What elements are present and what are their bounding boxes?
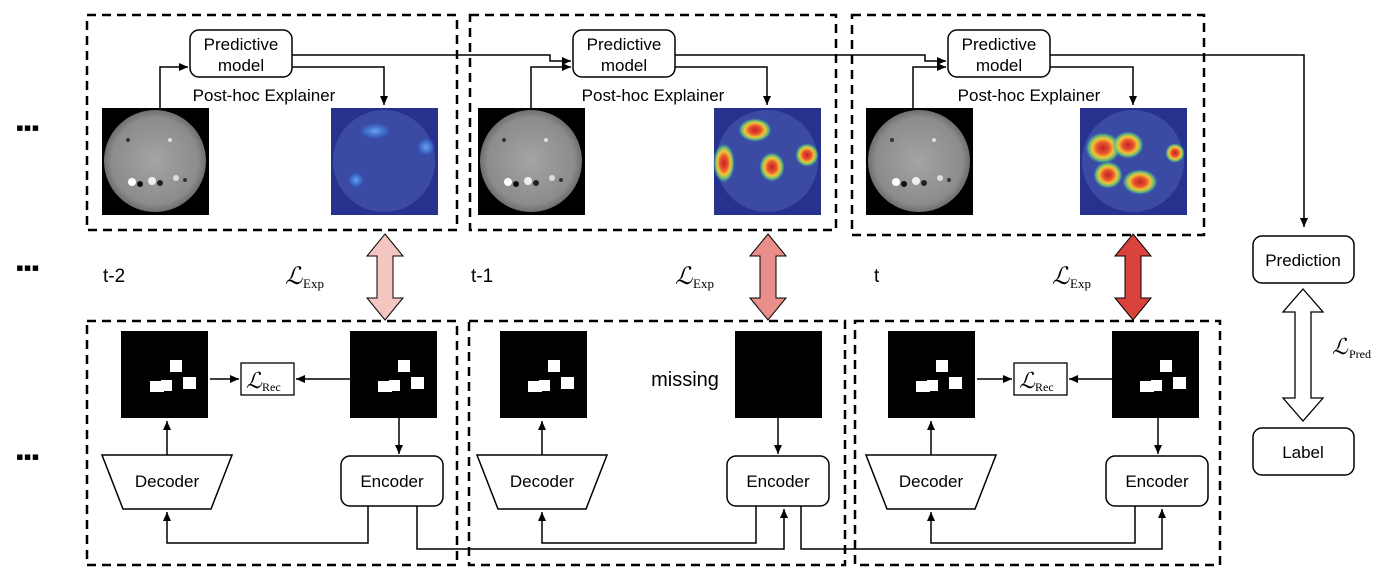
svg-text:Exp: Exp — [693, 276, 714, 291]
encoder-label: Encoder — [1125, 472, 1189, 491]
ellipsis-row-3: ▪▪▪ — [16, 444, 39, 469]
timestep-label-t-1: t-1 — [471, 266, 493, 287]
timestep-box-bottom-t-2 — [85, 319, 459, 567]
mask-image — [350, 331, 437, 418]
encoder-label: Encoder — [746, 472, 810, 491]
timestep-label-t-2: t-2 — [103, 266, 125, 287]
predictive-model-label: model — [218, 56, 264, 75]
ellipsis-row-1: ▪▪▪ — [16, 115, 39, 140]
mask-image — [1112, 331, 1199, 418]
reconstruction-loss-box — [1013, 362, 1068, 396]
prediction-box — [1252, 235, 1355, 284]
prediction-loss: ℒ Pred — [1332, 334, 1371, 361]
label-text: Label — [1282, 443, 1324, 462]
svg-text:Rec: Rec — [1035, 380, 1054, 394]
decoder-trapezoid — [864, 454, 998, 510]
encoder-box — [1105, 455, 1209, 507]
encoder-box — [726, 455, 830, 507]
explanation-double-arrow-t-1 — [748, 233, 788, 321]
predictive-model-label: Predictive — [962, 35, 1037, 54]
svg-text:ℒ: ℒ — [1052, 264, 1070, 290]
encoder-label: Encoder — [360, 472, 424, 491]
mask-image — [888, 331, 975, 418]
saliency-heatmap-image — [1080, 108, 1187, 215]
timestep-box-bottom-t — [853, 319, 1222, 567]
svg-text:ℒ: ℒ — [1019, 368, 1036, 393]
svg-text:Exp: Exp — [1070, 276, 1091, 291]
bottom-panel-t-2: ℒ Rec Decoder Encoder — [100, 331, 444, 544]
top-panel-t: Predictive model Post-hoc Explainer — [866, 29, 1187, 215]
sun-magnetogram-image — [102, 108, 209, 215]
svg-text:Exp: Exp — [303, 276, 324, 291]
saliency-heatmap-image — [713, 108, 821, 215]
missing-label: missing — [651, 369, 719, 391]
reconstruction-loss-box — [240, 362, 295, 396]
predictive-model-label: model — [976, 56, 1022, 75]
explanation-double-arrow-t — [1113, 233, 1153, 321]
predictive-model-box — [189, 29, 293, 78]
timestep-box-top-t-2 — [85, 13, 459, 232]
decoder-label: Decoder — [510, 472, 575, 491]
bottom-panel-t: ℒ Rec Decoder Encoder — [864, 331, 1209, 544]
bottom-panel-t-1: missing Decoder Encoder — [475, 331, 830, 544]
decoder-trapezoid — [100, 454, 234, 510]
explanation-double-arrow-t-2 — [365, 233, 405, 321]
post-hoc-explainer-label: Post-hoc Explainer — [958, 86, 1101, 105]
decoder-label: Decoder — [899, 472, 964, 491]
svg-text:ℒ: ℒ — [1332, 334, 1349, 359]
prediction-label-double-arrow — [1281, 288, 1325, 422]
svg-text:Rec: Rec — [262, 380, 281, 394]
post-hoc-explainer-label: Post-hoc Explainer — [582, 86, 725, 105]
predictive-model-label: Predictive — [204, 35, 279, 54]
explanation-loss-t: ℒ Exp — [1052, 264, 1091, 291]
timestep-box-bottom-t-1 — [467, 319, 847, 567]
explanation-loss-t-1: ℒ Exp — [675, 264, 714, 291]
decoder-label: Decoder — [135, 472, 200, 491]
top-panel-t-1: Predictive model Post-hoc Explainer — [478, 29, 821, 215]
timestep-label-t: t — [874, 266, 880, 287]
svg-text:ℒ: ℒ — [246, 368, 263, 393]
ellipsis-row-2: ▪▪▪ — [16, 255, 39, 280]
predictive-model-label: Predictive — [587, 35, 662, 54]
timestep-box-top-t-1 — [468, 13, 838, 232]
saliency-heatmap-image — [331, 108, 438, 215]
mask-image — [121, 331, 208, 418]
svg-text:ℒ: ℒ — [675, 264, 693, 290]
svg-text:ℒ: ℒ — [285, 264, 303, 290]
predictive-model-box — [947, 29, 1051, 78]
explanation-loss-t-2: ℒ Exp — [285, 264, 324, 291]
decoder-trapezoid — [475, 454, 609, 510]
predictive-model-label: model — [601, 56, 647, 75]
predictive-model-box — [572, 29, 676, 78]
top-panel-t-2: Predictive model Post-hoc Explainer — [102, 29, 438, 215]
prediction-label: Prediction — [1265, 251, 1341, 270]
post-hoc-explainer-label: Post-hoc Explainer — [193, 86, 336, 105]
label-box — [1252, 427, 1355, 476]
mask-image-missing — [735, 331, 822, 418]
sun-magnetogram-image — [478, 108, 585, 215]
mask-image — [500, 331, 587, 418]
sun-magnetogram-image — [866, 108, 973, 215]
svg-text:Pred: Pred — [1349, 347, 1371, 361]
encoder-box — [340, 455, 444, 507]
